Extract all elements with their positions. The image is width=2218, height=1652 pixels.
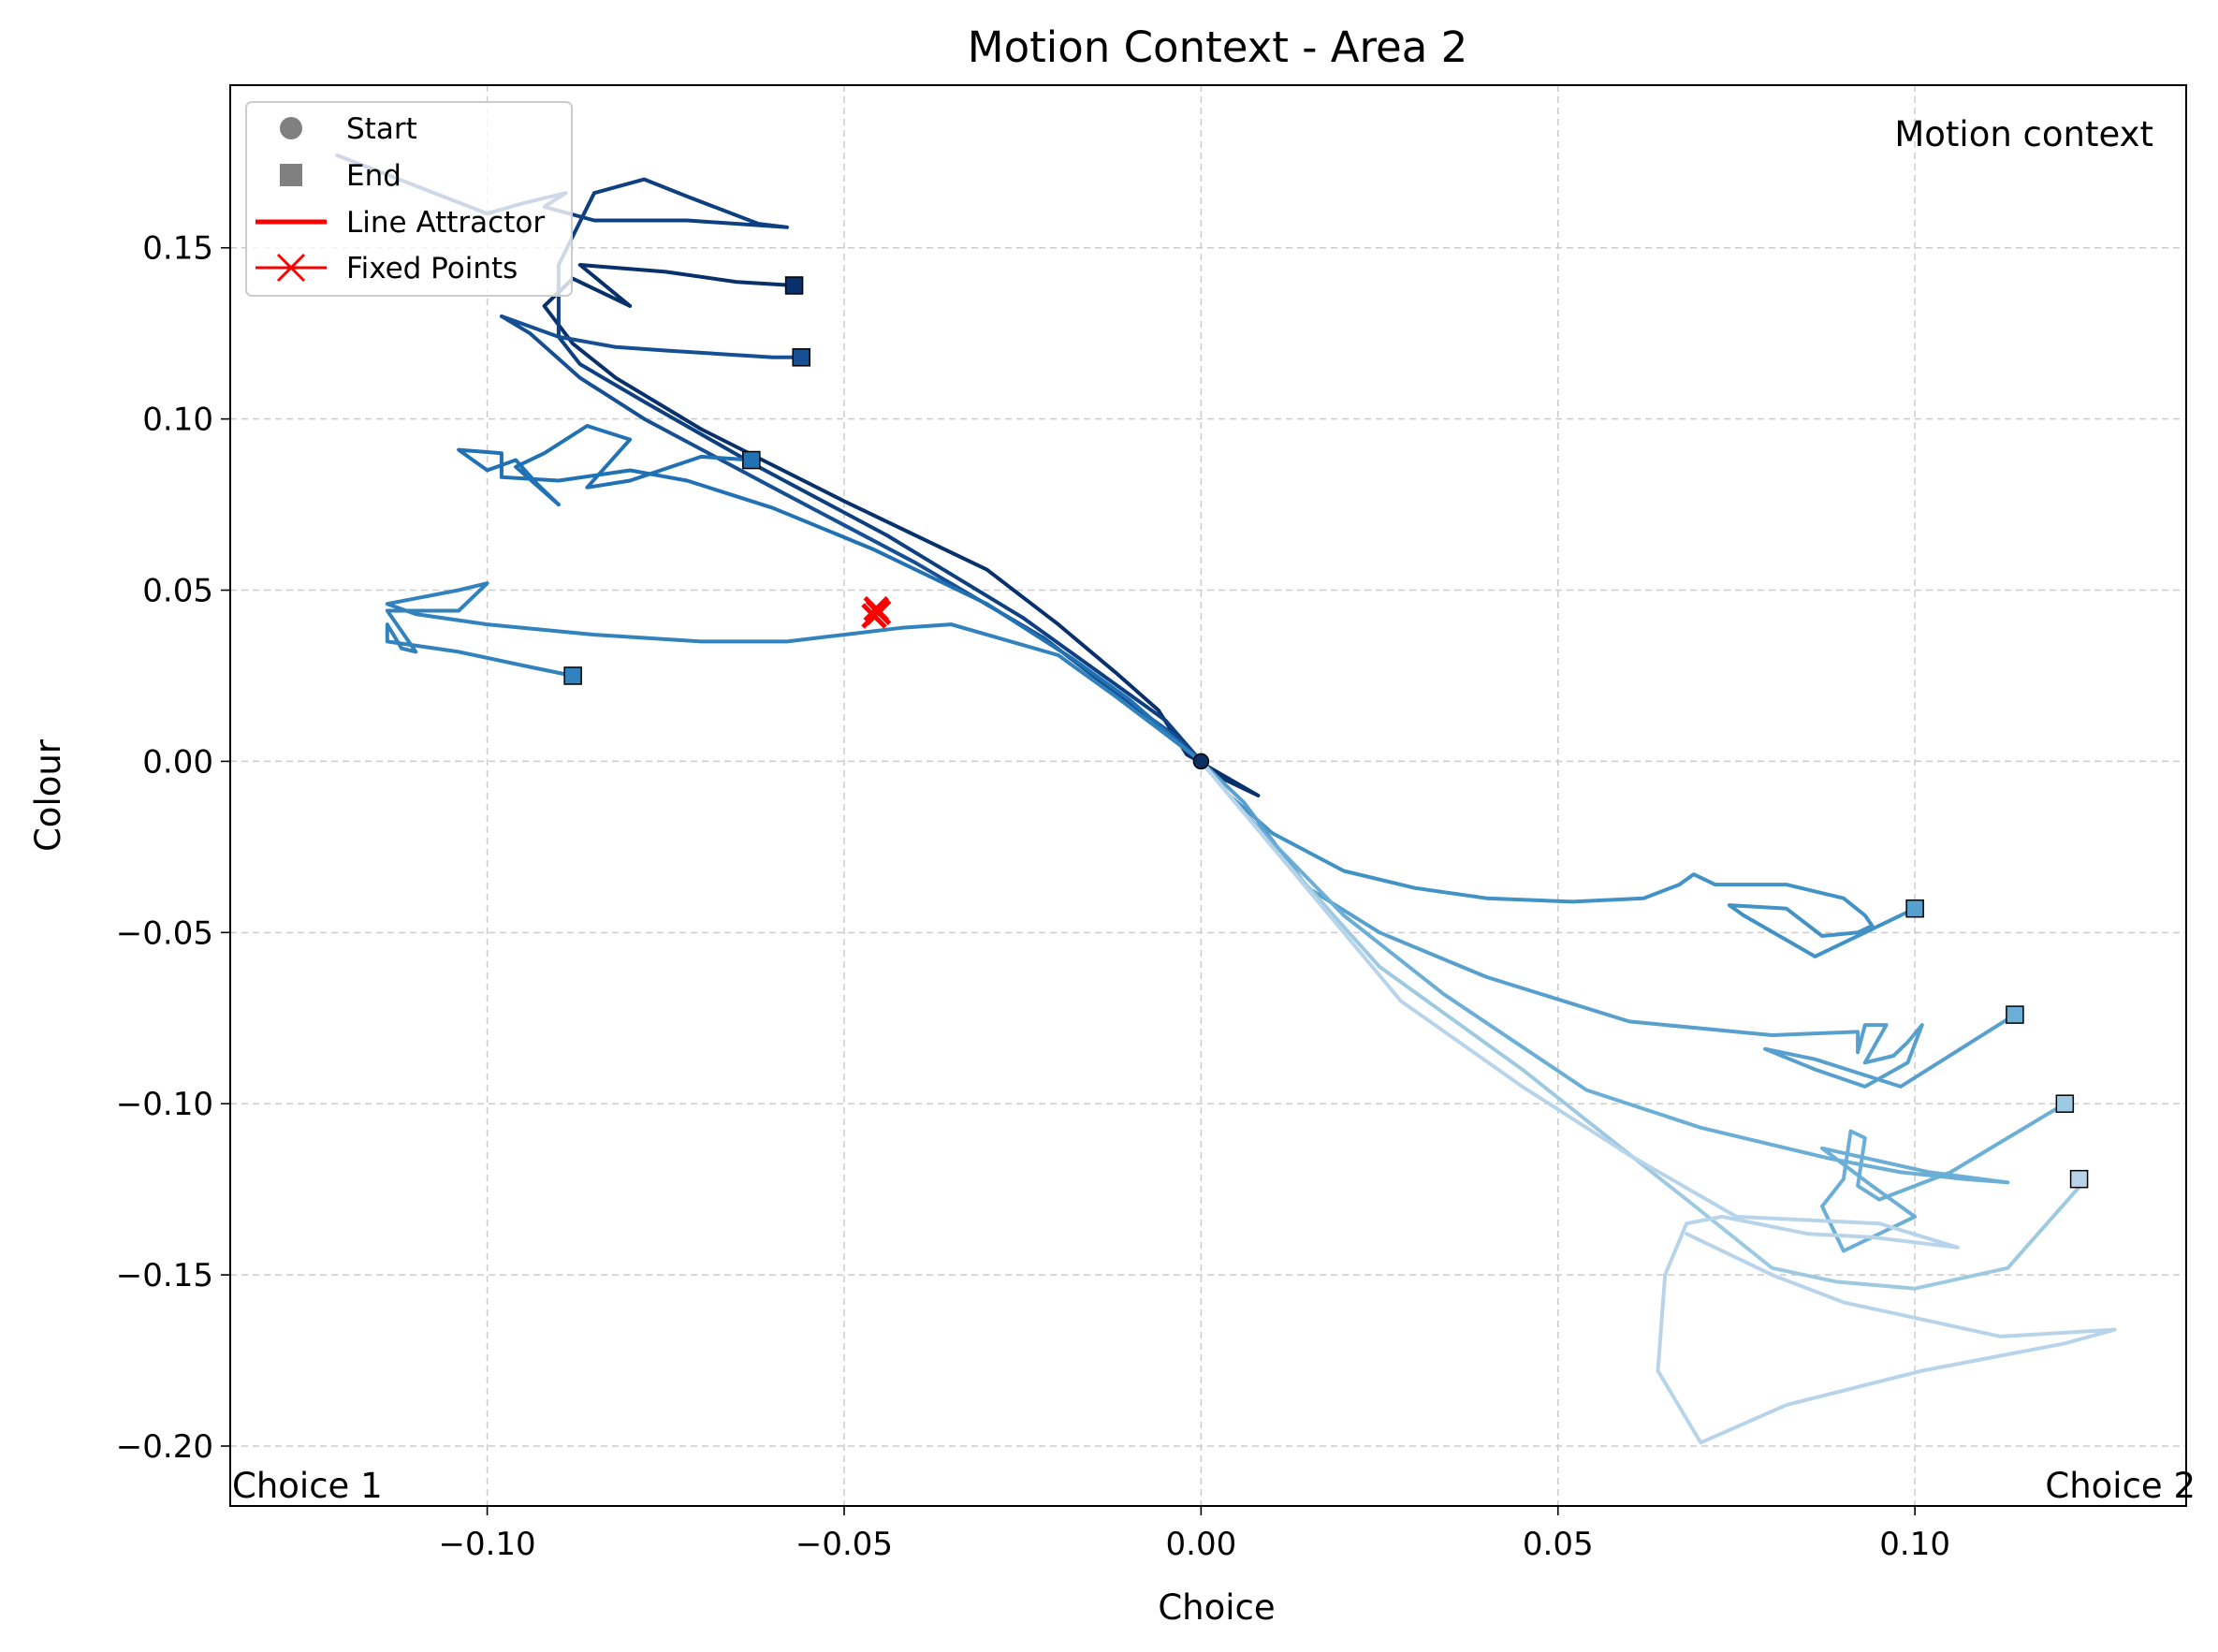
x-tick-label: −0.05 — [795, 1526, 893, 1563]
end-marker-6 — [2006, 1005, 2024, 1024]
choice-1-label: Choice 1 — [232, 1466, 383, 1506]
y-tick-label: 0.00 — [142, 743, 213, 781]
end-marker-7 — [2055, 1094, 2075, 1113]
x-axis-label: Choice — [1158, 1587, 1275, 1628]
choice-2-label: Choice 2 — [2045, 1466, 2196, 1506]
legend-x-marker — [276, 253, 306, 283]
grid — [230, 85, 2186, 1506]
legend-label: Start — [346, 112, 417, 146]
end-marker-5 — [1905, 899, 1924, 918]
end-marker-4 — [563, 666, 582, 685]
x-tick-label: 0.10 — [1879, 1526, 1950, 1563]
y-tick-label: −0.05 — [116, 914, 213, 952]
trajectory-line-4 — [457, 424, 1204, 764]
y-tick-label: 0.10 — [142, 402, 213, 439]
end-marker-2 — [792, 348, 810, 367]
trajectory-line-1 — [542, 263, 1261, 797]
x-axis-ticks: −0.10 −0.05 0.00 0.05 0.10 — [438, 1506, 1950, 1563]
x-tick-label: 0.00 — [1166, 1526, 1237, 1563]
trajectories — [335, 154, 2117, 1445]
legend-start-marker — [280, 117, 302, 139]
trajectory-line-8 — [1199, 759, 2067, 1253]
legend: Start End Line Attractor Fixed Points — [245, 101, 573, 297]
trajectory-line-5 — [385, 581, 1204, 764]
legend-label: Fixed Points — [346, 252, 518, 285]
chart-title: Motion Context - Area 2 — [968, 22, 1468, 72]
legend-entry-line-attractor: Line Attractor — [255, 206, 545, 240]
y-axis-label: Colour — [28, 738, 68, 852]
x-tick-label: −0.10 — [438, 1526, 535, 1563]
trajectory-line-9 — [1199, 759, 2089, 1291]
fixed-point-stroke — [865, 599, 892, 626]
context-label: Motion context — [1894, 114, 2153, 154]
y-tick-label: −0.15 — [116, 1257, 213, 1294]
end-marker-8 — [2069, 1169, 2089, 1189]
trajectory-line-7 — [1199, 759, 2017, 1089]
end-marker-3 — [742, 450, 761, 470]
legend-label: End — [346, 159, 401, 193]
y-tick-label: −0.20 — [116, 1428, 213, 1466]
trajectory-line-10 — [1199, 759, 2117, 1445]
x-tick-label: 0.05 — [1523, 1526, 1594, 1563]
y-tick-label: 0.05 — [142, 573, 213, 610]
legend-entry-fixed-points: Fixed Points — [255, 252, 518, 285]
legend-end-marker — [280, 164, 302, 186]
plot-area-frame — [229, 84, 2187, 1507]
legend-box — [245, 101, 573, 297]
fixed-point-marker-3 — [865, 599, 892, 626]
start-marker — [1192, 753, 1210, 770]
y-tick-label: 0.15 — [142, 230, 213, 268]
y-tick-label: −0.10 — [116, 1086, 213, 1123]
markers — [563, 276, 2089, 1189]
legend-entry-start: Start — [280, 112, 417, 146]
end-marker-1 — [784, 276, 804, 295]
legend-entry-end: End — [280, 159, 401, 193]
trajectory-line-6 — [1199, 759, 1918, 958]
legend-label: Line Attractor — [346, 206, 545, 240]
y-axis-ticks: 0.15 0.10 0.05 0.00 −0.05 −0.10 −0.15 −0.20 — [116, 230, 230, 1466]
